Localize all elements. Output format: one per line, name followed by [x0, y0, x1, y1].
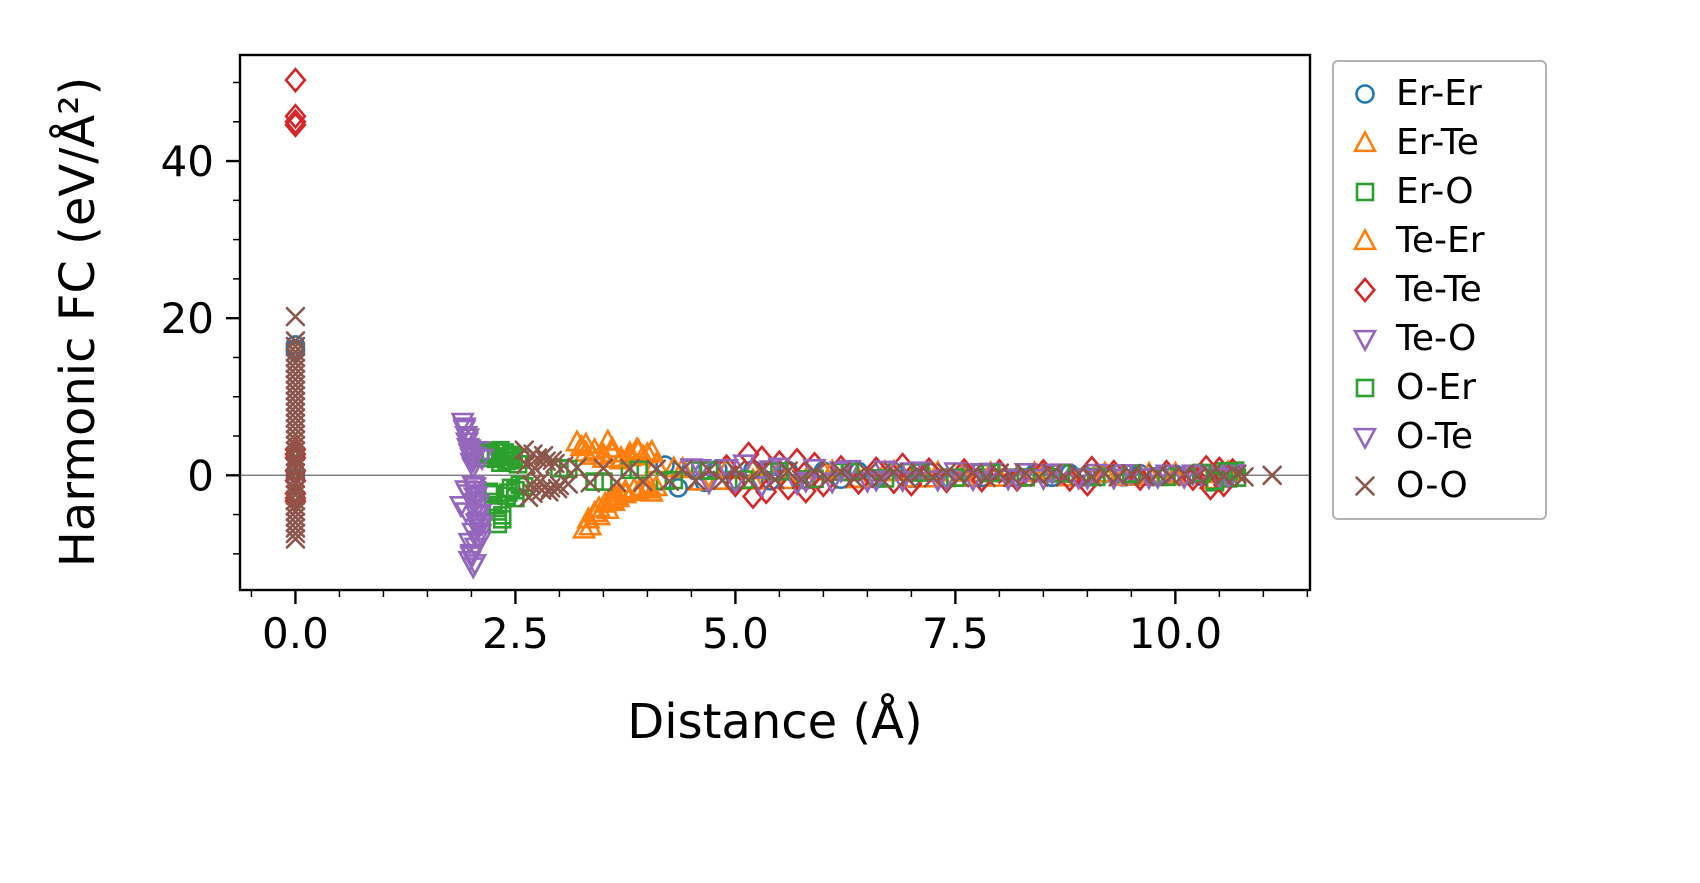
legend-item-te-o: Te-O	[1346, 320, 1533, 358]
triangle-up-icon	[1352, 129, 1378, 153]
legend-label: Er-Te	[1396, 122, 1479, 163]
legend-item-o-te: O-Te	[1346, 418, 1533, 456]
x-axis-label: Distance (Å)	[627, 694, 923, 750]
legend-label: Er-Er	[1396, 73, 1482, 114]
circle-icon	[1355, 84, 1375, 104]
legend-item-er-er: Er-Er	[1346, 75, 1533, 113]
legend-label: Te-Er	[1396, 220, 1485, 261]
square-icon	[1355, 378, 1375, 398]
legend-label: Er-O	[1396, 171, 1474, 212]
y-tick-label: 0	[187, 451, 214, 500]
series-te-o	[448, 412, 1245, 580]
plot-border	[238, 53, 1312, 592]
x-tick-label: 10.0	[1129, 609, 1223, 658]
data-points-layer	[284, 67, 1282, 580]
ticks	[226, 81, 1309, 604]
triangle-up-icon	[1352, 227, 1378, 251]
x-tick-label: 5.0	[702, 609, 769, 658]
legend-label: Te-Te	[1396, 269, 1482, 310]
legend-item-er-o: Er-O	[1346, 173, 1533, 211]
legend-label: Te-O	[1396, 318, 1477, 359]
triangle-down-icon	[1352, 329, 1378, 353]
y-tick-label: 40	[161, 137, 214, 186]
diamond-icon	[1353, 276, 1377, 304]
tick-labels: 0.0 2.5 5.0 7.5 10.0 0 20 40	[161, 137, 1223, 658]
legend: Er-Er Er-Te Er-O Te-Er Te-Te Te-O O-Er O-Te O-O	[1332, 60, 1547, 520]
y-tick-label: 20	[161, 294, 214, 343]
x-tick-label: 0.0	[262, 609, 329, 658]
legend-item-te-te: Te-Te	[1346, 271, 1533, 309]
x-icon	[1355, 476, 1375, 496]
legend-item-er-te: Er-Te	[1346, 124, 1533, 162]
series-o-o	[285, 306, 1282, 549]
legend-label: O-Te	[1396, 416, 1474, 457]
series-te-te	[284, 67, 1244, 515]
legend-item-o-o: O-O	[1346, 467, 1533, 505]
y-axis-label: Harmonic FC (eV/Å²)	[50, 76, 106, 568]
x-tick-label: 7.5	[922, 609, 989, 658]
legend-item-o-er: O-Er	[1346, 369, 1533, 407]
legend-label: O-Er	[1396, 367, 1476, 408]
triangle-down-icon	[1352, 427, 1378, 451]
x-tick-label: 2.5	[482, 609, 549, 658]
legend-item-te-er: Te-Er	[1346, 222, 1533, 260]
legend-label: O-O	[1396, 465, 1468, 506]
square-icon	[1355, 182, 1375, 202]
